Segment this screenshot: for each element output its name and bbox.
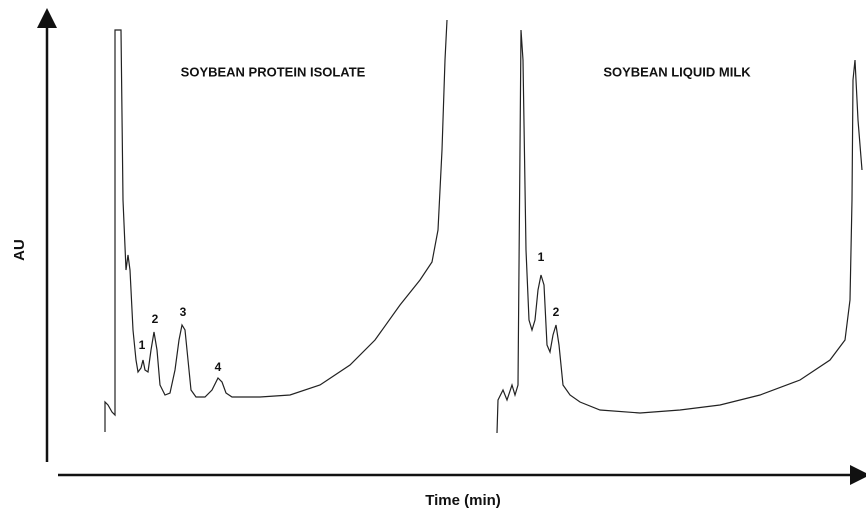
peak-label: 2 [152, 312, 159, 326]
x-axis-label: Time (min) [425, 492, 501, 509]
peak-label: 1 [538, 250, 545, 264]
trace [496, 29, 863, 434]
peak-label: 1 [139, 338, 146, 352]
y-axis-label: AU [11, 239, 28, 261]
panel-title: SOYBEAN PROTEIN ISOLATE [181, 64, 366, 79]
trace [104, 19, 448, 432]
panel-title: SOYBEAN LIQUID MILK [603, 64, 751, 79]
peak-label: 4 [215, 360, 222, 374]
peak-label: 2 [553, 305, 560, 319]
peak-label: 3 [180, 305, 187, 319]
